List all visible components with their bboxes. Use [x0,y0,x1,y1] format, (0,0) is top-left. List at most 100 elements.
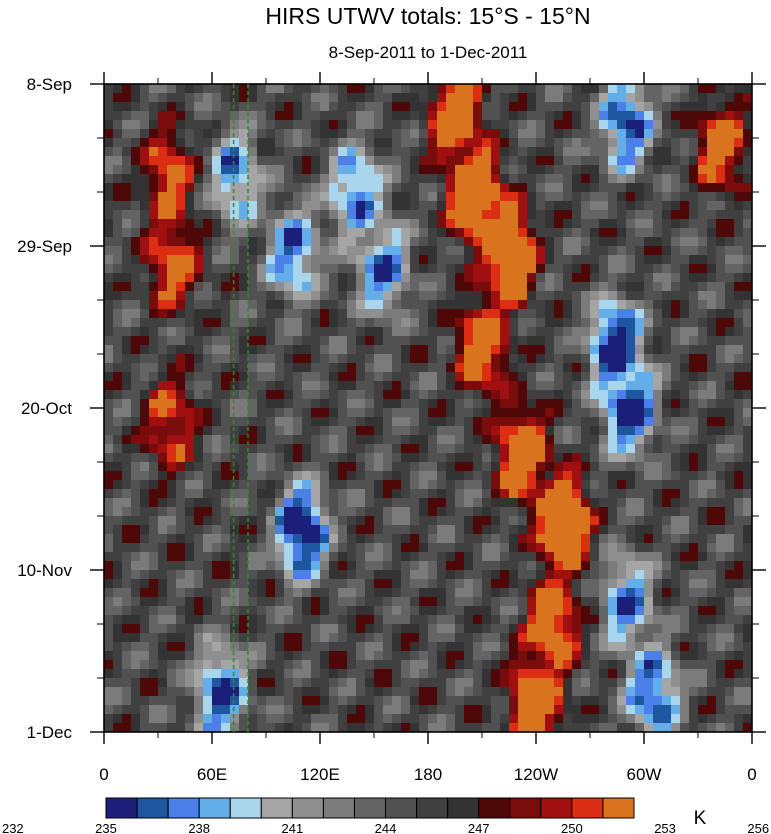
contour-cell [617,507,627,517]
contour-cell [590,453,600,463]
contour-cell [689,498,699,508]
contour-cell [464,345,474,355]
contour-cell [491,318,501,328]
contour-cell [680,354,690,364]
contour-cell [509,138,519,148]
contour-cell [518,237,528,247]
contour-cell [131,687,141,697]
contour-cell [167,399,177,409]
contour-cell [662,444,672,454]
contour-cell [338,246,348,256]
contour-cell [122,570,132,580]
contour-cell [473,552,483,562]
contour-cell [599,354,609,364]
contour-cell [221,165,231,175]
contour-cell [410,678,420,688]
contour-cell [356,561,366,571]
contour-cell [437,300,447,310]
contour-cell [518,651,528,661]
contour-cell [572,543,582,553]
contour-cell [581,489,591,499]
contour-cell [536,246,546,256]
contour-cell [185,444,195,454]
contour-cell [176,93,186,103]
contour-cell [446,588,456,598]
contour-cell [311,345,321,355]
contour-cell [626,345,636,355]
contour-cell [446,336,456,346]
contour-cell [131,444,141,454]
contour-cell [635,354,645,364]
contour-cell [302,399,312,409]
contour-cell [176,453,186,463]
contour-cell [428,615,438,625]
contour-cell [230,588,240,598]
contour-cell [536,633,546,643]
contour-cell [167,462,177,472]
contour-cell [707,444,717,454]
contour-cell [707,651,717,661]
contour-cell [167,120,177,130]
contour-cell [383,291,393,301]
contour-cell [437,570,447,580]
contour-cell [563,327,573,337]
contour-cell [419,570,429,580]
contour-cell [716,129,726,139]
contour-cell [122,489,132,499]
contour-cell [329,120,339,130]
contour-cell [626,534,636,544]
contour-cell [716,633,726,643]
contour-cell [563,318,573,328]
contour-cell [176,399,186,409]
contour-cell [743,615,752,625]
contour-cell [491,669,501,679]
contour-cell [599,543,609,553]
contour-cell [707,642,717,652]
contour-cell [608,624,618,634]
contour-cell [266,462,276,472]
contour-cell [662,588,672,598]
contour-cell [653,399,663,409]
contour-cell [608,336,618,346]
contour-cell [122,453,132,463]
contour-cell [221,129,231,139]
contour-cell [185,498,195,508]
contour-cell [545,174,555,184]
contour-cell [320,309,330,319]
contour-cell [185,318,195,328]
contour-cell [473,174,483,184]
contour-cell [284,192,294,202]
contour-cell [428,588,438,598]
contour-cell [527,318,537,328]
contour-cell [230,147,240,157]
contour-cell [275,84,285,94]
contour-cell [689,246,699,256]
contour-cell [329,165,339,175]
contour-cell [275,363,285,373]
contour-cell [311,480,321,490]
contour-cell [302,687,312,697]
contour-cell [230,687,240,697]
contour-cell [644,597,654,607]
contour-cell [185,651,195,661]
contour-cell [734,111,744,121]
contour-cell [725,417,735,427]
contour-cell [500,264,510,274]
contour-cell [149,174,159,184]
contour-cell [185,597,195,607]
contour-cell [590,174,600,184]
contour-cell [689,471,699,481]
contour-cell [374,651,384,661]
contour-cell [725,381,735,391]
contour-cell [239,489,249,499]
contour-cell [275,642,285,652]
contour-cell [230,282,240,292]
contour-cell [734,444,744,454]
contour-cell [464,111,474,121]
contour-cell [356,354,366,364]
contour-cell [590,363,600,373]
contour-cell [194,615,204,625]
contour-cell [554,183,564,193]
contour-cell [293,642,303,652]
contour-cell [437,417,447,427]
